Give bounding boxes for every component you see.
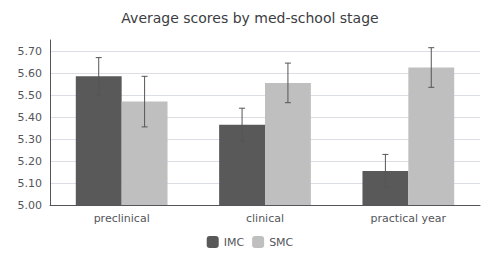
svg-text:practical year: practical year xyxy=(371,212,447,225)
svg-text:5.50: 5.50 xyxy=(18,89,43,102)
svg-text:clinical: clinical xyxy=(246,212,284,225)
svg-text:preclinical: preclinical xyxy=(94,212,150,225)
svg-text:5.10: 5.10 xyxy=(18,177,43,190)
svg-text:Average scores by med-school s: Average scores by med-school stage xyxy=(121,10,378,26)
svg-text:5.20: 5.20 xyxy=(18,155,43,168)
svg-text:5.70: 5.70 xyxy=(18,45,43,58)
svg-text:5.60: 5.60 xyxy=(18,67,43,80)
svg-text:5.30: 5.30 xyxy=(18,133,43,146)
svg-text:SMC: SMC xyxy=(269,236,293,249)
svg-text:IMC: IMC xyxy=(224,236,245,249)
svg-text:5.40: 5.40 xyxy=(18,111,43,124)
svg-text:5.00: 5.00 xyxy=(18,199,43,212)
